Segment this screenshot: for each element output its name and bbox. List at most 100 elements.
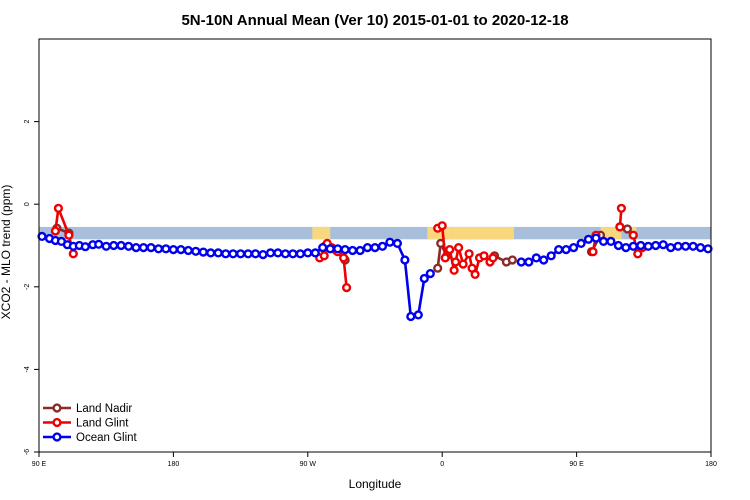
land-glint-point [53,203,64,213]
ocean-glint-point [250,249,261,259]
legend-swatch-marker [52,432,62,442]
ocean-glint-point [258,250,268,260]
ocean-glint-point [183,245,193,256]
land-glint-point [488,253,498,263]
ocean-glint-point [377,241,388,251]
ocean-glint-point [539,255,549,265]
ocean-glint-point [325,244,335,254]
ocean-glint-point [362,243,373,253]
y-tick-label: -4 [24,366,31,372]
x-axis: 90 E 180 90 W 0 90 E 180 [32,452,717,468]
ocean-glint-point [673,241,683,251]
ocean-glint-point [340,245,350,255]
land-glint-point [615,222,625,232]
land-glint-point [451,257,461,267]
ocean-glint-point [265,248,276,258]
ocean-glint-point [546,251,556,261]
ocean-glint-point [303,248,313,258]
y-tick-label: -2 [24,284,31,290]
ocean-glint-point [576,238,586,249]
ocean-glint-point [318,243,328,253]
ocean-glint-point [198,247,208,257]
legend-item-land-glint: Land Glint [43,418,129,430]
ocean-glint-point [109,240,119,251]
x-tick-label: 180 [705,461,717,468]
ocean-glint-point [37,231,47,242]
ocean-glint-point [385,237,395,247]
ocean-glint-point [425,269,435,279]
ocean-glint-point [516,257,526,267]
ocean-glint-point [621,243,631,253]
ocean-glint-point [348,245,358,256]
legend-swatch-marker [52,403,62,413]
land-glint-point [440,253,450,263]
ocean-glint-point [153,244,164,254]
land-glint-point [68,249,78,259]
legend-label: Land Glint [76,418,129,430]
ocean-glint-point [80,242,90,252]
ocean-glint-point [310,248,320,258]
land-glint-point [50,226,61,236]
ocean-glint-point [524,257,534,267]
ocean-glint-point [680,241,691,251]
ocean-glint-point [658,240,668,250]
land-glint-point [458,259,468,269]
ocean-glint-point [101,241,111,251]
ocean-glint-point [116,240,126,251]
series-layer [37,203,713,322]
ocean-glint-point [236,249,246,259]
legend-item-land-nadir: Land Nadir [43,403,132,415]
ocean-glint-point [413,310,423,320]
ocean-glint-point [131,243,141,253]
land-glint-point [479,251,489,261]
ocean-glint-point [636,240,646,251]
y-axis-label: XCO2 - MLO trend (ppm) [0,185,13,320]
ocean-glint-point [598,236,609,247]
y-tick-label: -6 [24,449,31,455]
ocean-glint-point [213,248,223,258]
land-nadir-point [433,263,443,273]
legend-label: Ocean Glint [76,432,138,444]
legend-item-ocean-glint: Ocean Glint [43,432,138,444]
land-glint-point [445,245,455,255]
land-region [427,226,452,240]
ocean-glint-point [613,240,624,251]
land-region [451,226,514,240]
ocean-glint-point [392,238,403,249]
land-glint-point [319,251,329,261]
ocean-glint-point [94,239,104,249]
land-nadir-point [622,224,633,234]
ocean-glint-point [583,234,594,244]
x-axis-label: Longitude [349,477,402,491]
ocean-glint-point [554,245,564,255]
land-glint-point [449,265,459,275]
x-tick-label: 90 E [569,461,584,468]
ocean-glint-point [591,233,601,243]
ocean-glint-point [400,255,410,265]
ocean-glint-point [191,246,201,256]
legend-swatch-marker [52,417,62,428]
x-tick-label: 0 [440,461,444,468]
land-glint-point [64,230,74,240]
ocean-glint-point [568,243,579,253]
ocean-glint-point [370,243,380,253]
land-glint-point [588,247,598,257]
land-glint-point [616,203,627,213]
ocean-glint-point [146,243,156,253]
ocean-glint-point [628,241,638,251]
y-tick-label: 2 [24,120,31,124]
ocean-glint-point [333,244,343,254]
ocean-glint-point [138,243,149,253]
y-axis: -6 -4 -2 0 2 [24,120,39,455]
land-nadir-point [507,255,518,265]
land-glint-point [633,249,643,259]
series-ocean-glint [37,231,713,322]
legend-label: Land Nadir [76,403,132,415]
ocean-glint-point [695,243,706,253]
ocean-glint-point [280,249,291,259]
ocean-glint-point [355,245,365,256]
land-ocean-mask [39,226,711,240]
land-region [600,226,622,240]
ocean-glint-point [561,245,571,255]
